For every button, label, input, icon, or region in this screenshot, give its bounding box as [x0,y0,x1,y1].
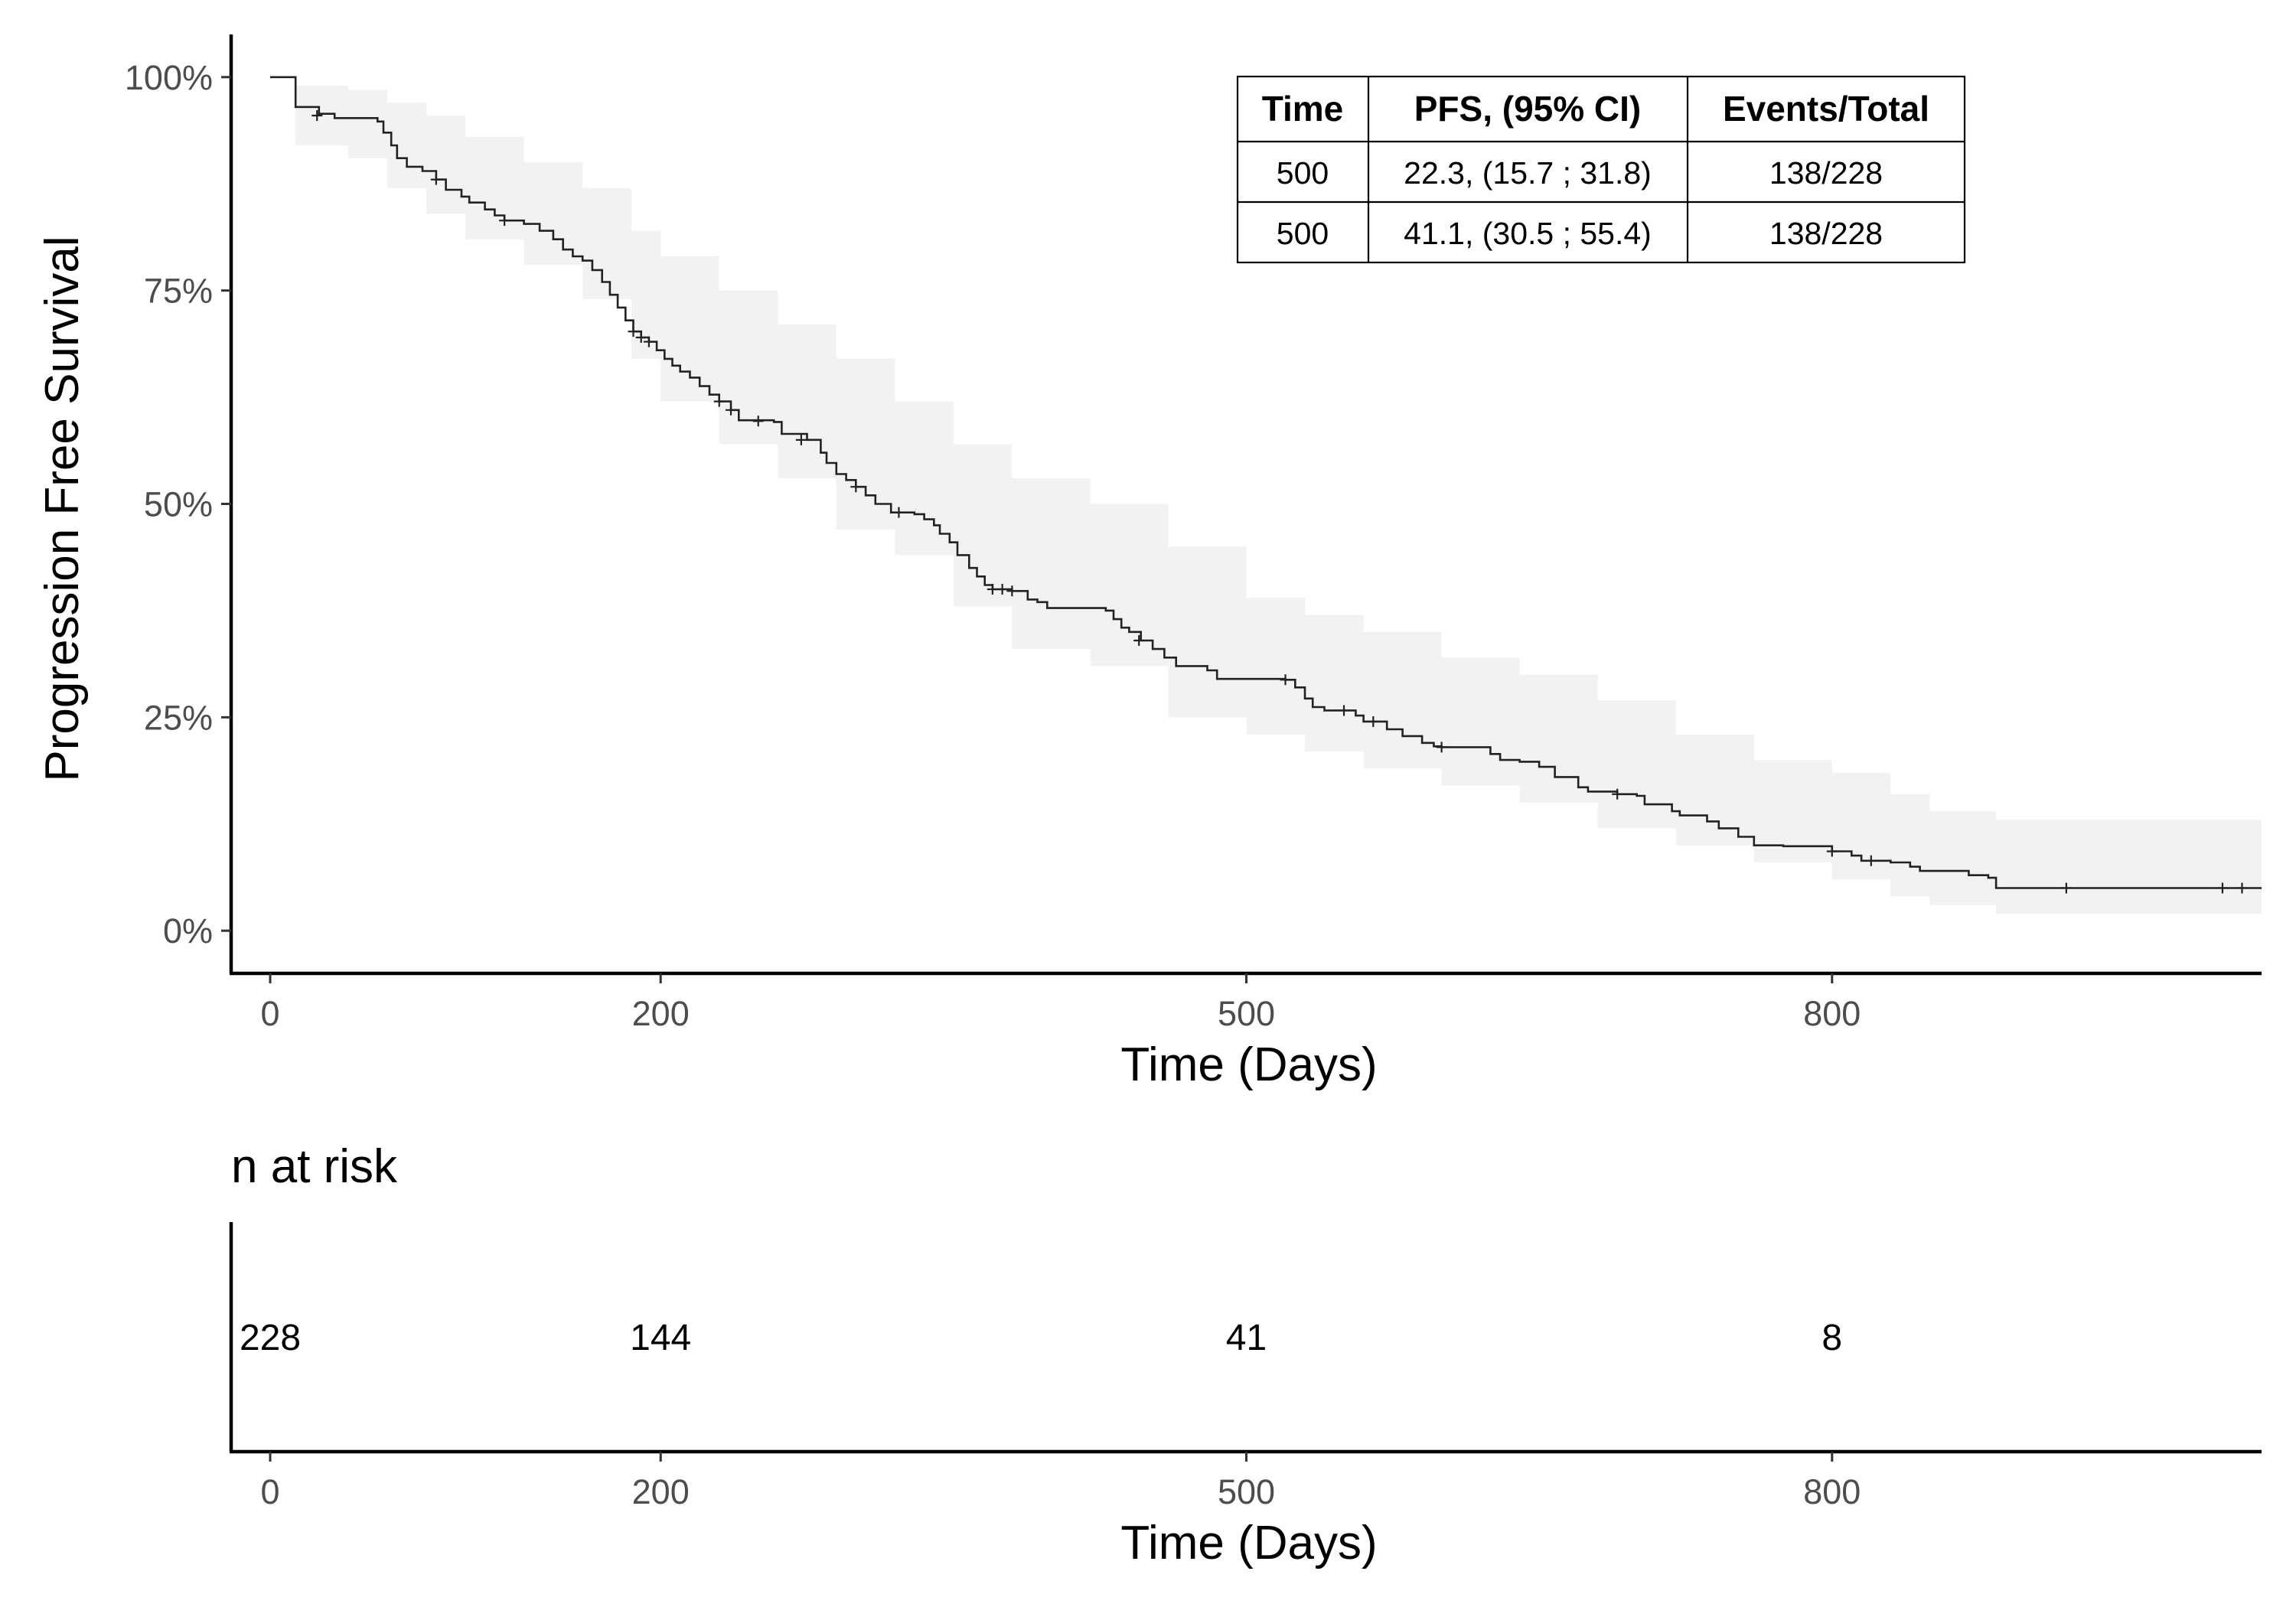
censor-mark [1280,674,1291,686]
y-tick-label: 75% [144,272,213,311]
censor-mark [628,326,639,337]
confidence-band [270,77,2262,914]
table-border [1236,75,1966,264]
y-tick-label: 25% [144,698,213,737]
censor-mark [635,331,647,343]
risk-table: n at risk 228 144 41 8 0 200 500 800 Time (Day… [229,1140,2262,1570]
censor-mark [893,507,905,518]
censor-mark [2216,882,2228,894]
censor-mark [795,434,807,445]
table-cell: 138/228 [1769,155,1883,191]
risk-x-tick-label: 200 [632,1472,690,1511]
km-plot: 0% 25% 50% 75% 100% 0 200 500 800 Time (Days) P… [36,34,2262,1091]
censor-mark [752,416,764,427]
x-tick-label: 500 [1218,994,1275,1033]
table-header-events: Events/Total [1723,89,1929,129]
risk-x-tick-label: 0 [261,1472,280,1511]
censor-mark [987,584,998,595]
risk-x-tick-label: 500 [1218,1472,1275,1511]
censor-mark [1006,585,1018,597]
censor-mark [643,336,654,347]
risk-table-title: n at risk [231,1140,398,1193]
table-header-time: Time [1262,89,1344,129]
table-cell: 500 [1277,155,1329,191]
risk-count: 144 [630,1318,691,1358]
censor-mark [1436,742,1447,753]
table-header-pfs: PFS, (95% CI) [1414,89,1642,129]
y-tick-label: 0% [163,911,213,950]
risk-x-axis-title: Time (Days) [1120,1517,1377,1570]
censor-mark [2236,882,2248,894]
x-tick-label: 0 [261,994,280,1033]
risk-count: 8 [1821,1318,1842,1358]
risk-values: 228 144 41 8 [240,1318,1842,1358]
censor-mark [1865,855,1877,866]
table-cell: 500 [1277,216,1329,251]
censor-mark [311,109,323,121]
risk-count: 228 [240,1318,301,1358]
x-axis-ticks: 0 200 500 800 [261,973,1861,1033]
censor-mark [2060,882,2072,894]
censor-mark [850,481,862,493]
x-tick-label: 800 [1803,994,1861,1033]
y-tick-label: 100% [125,58,213,97]
y-axis-ticks: 0% 25% 50% 75% 100% [125,58,231,950]
risk-x-tick-label: 800 [1803,1472,1861,1511]
censor-mark [499,215,510,227]
censor-marks [311,109,2248,894]
table-cell: 41.1, (30.5 ; 55.4) [1404,216,1652,251]
censor-mark [1612,788,1623,800]
y-tick-label: 50% [144,485,213,524]
censor-mark [726,404,737,416]
risk-count: 41 [1226,1318,1267,1358]
x-axis-title: Time (Days) [1120,1038,1377,1091]
table-cell: 138/228 [1769,216,1883,251]
censor-mark [1339,705,1350,716]
censor-mark [713,396,725,407]
x-tick-label: 200 [632,994,690,1033]
table-cell: 22.3, (15.7 ; 31.8) [1404,155,1652,191]
censor-mark [996,584,1008,595]
risk-x-axis-ticks: 0 200 500 800 [261,1452,1861,1511]
censor-mark [1133,634,1145,646]
censor-mark [430,174,442,185]
pfs-summary-table: Time PFS, (95% CI) Events/Total 500 22.3… [1236,75,1966,264]
censor-mark [1826,846,1838,857]
y-axis-title: Progression Free Survival [36,236,89,781]
censor-mark [1368,715,1379,727]
